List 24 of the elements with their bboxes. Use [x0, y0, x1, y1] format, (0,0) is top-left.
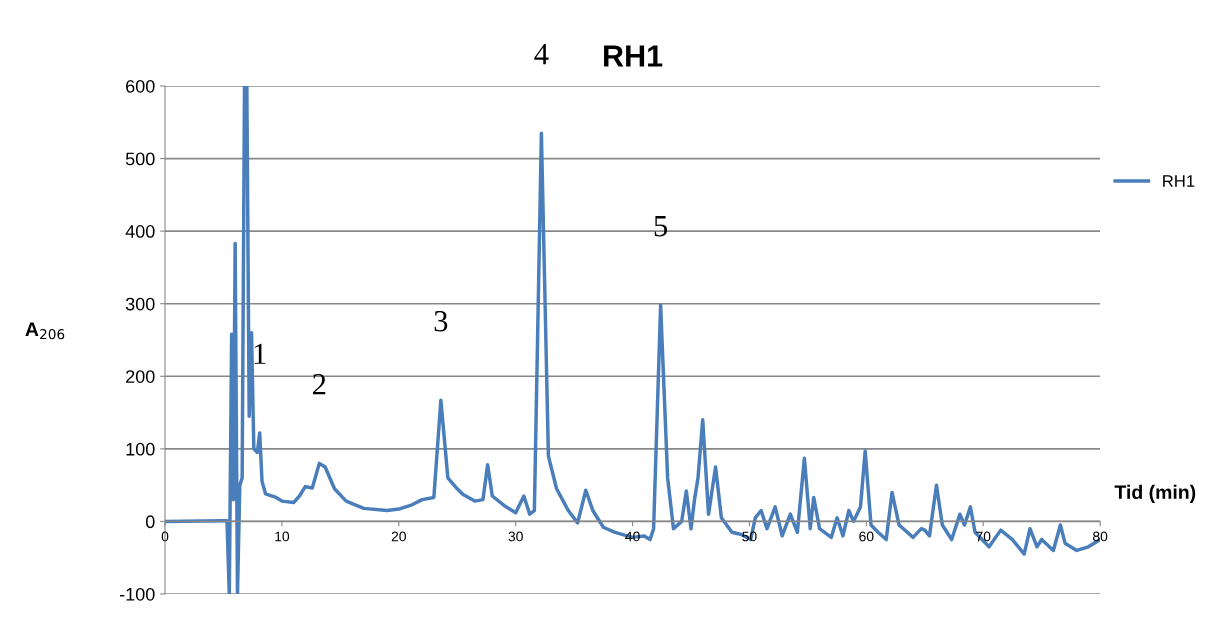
y-tick-label: 200	[126, 370, 155, 383]
x-tick-label: 50	[742, 531, 757, 542]
legend-label: RH1	[1163, 175, 1195, 187]
y-tick-label: 100	[126, 442, 155, 456]
annotation: 2	[313, 374, 326, 395]
y-tick-label: -100	[119, 587, 155, 601]
annotation: 1	[254, 343, 266, 364]
x-tick-label: 30	[508, 531, 523, 542]
x-tick-label: 0	[161, 531, 169, 542]
x-tick-label: 60	[859, 531, 874, 542]
annotation: 5	[654, 216, 668, 237]
y-tick-label: 0	[145, 515, 155, 529]
y-tick-label: 300	[125, 297, 155, 311]
x-tick-label: 10	[275, 531, 290, 542]
y-tick-label: 600	[126, 79, 155, 93]
y-tick-label: 500	[125, 152, 155, 166]
y-tick-label: 400	[125, 225, 155, 238]
y-axis-title: A$_{206}$	[25, 322, 65, 340]
annotation: 3	[434, 310, 448, 332]
x-tick-label: 20	[391, 531, 406, 542]
x-axis-title: Tid (min)	[1114, 484, 1196, 503]
annotation: 4	[534, 44, 549, 65]
x-tick-label: 80	[1092, 531, 1108, 542]
chart-title: RH1	[604, 45, 663, 67]
